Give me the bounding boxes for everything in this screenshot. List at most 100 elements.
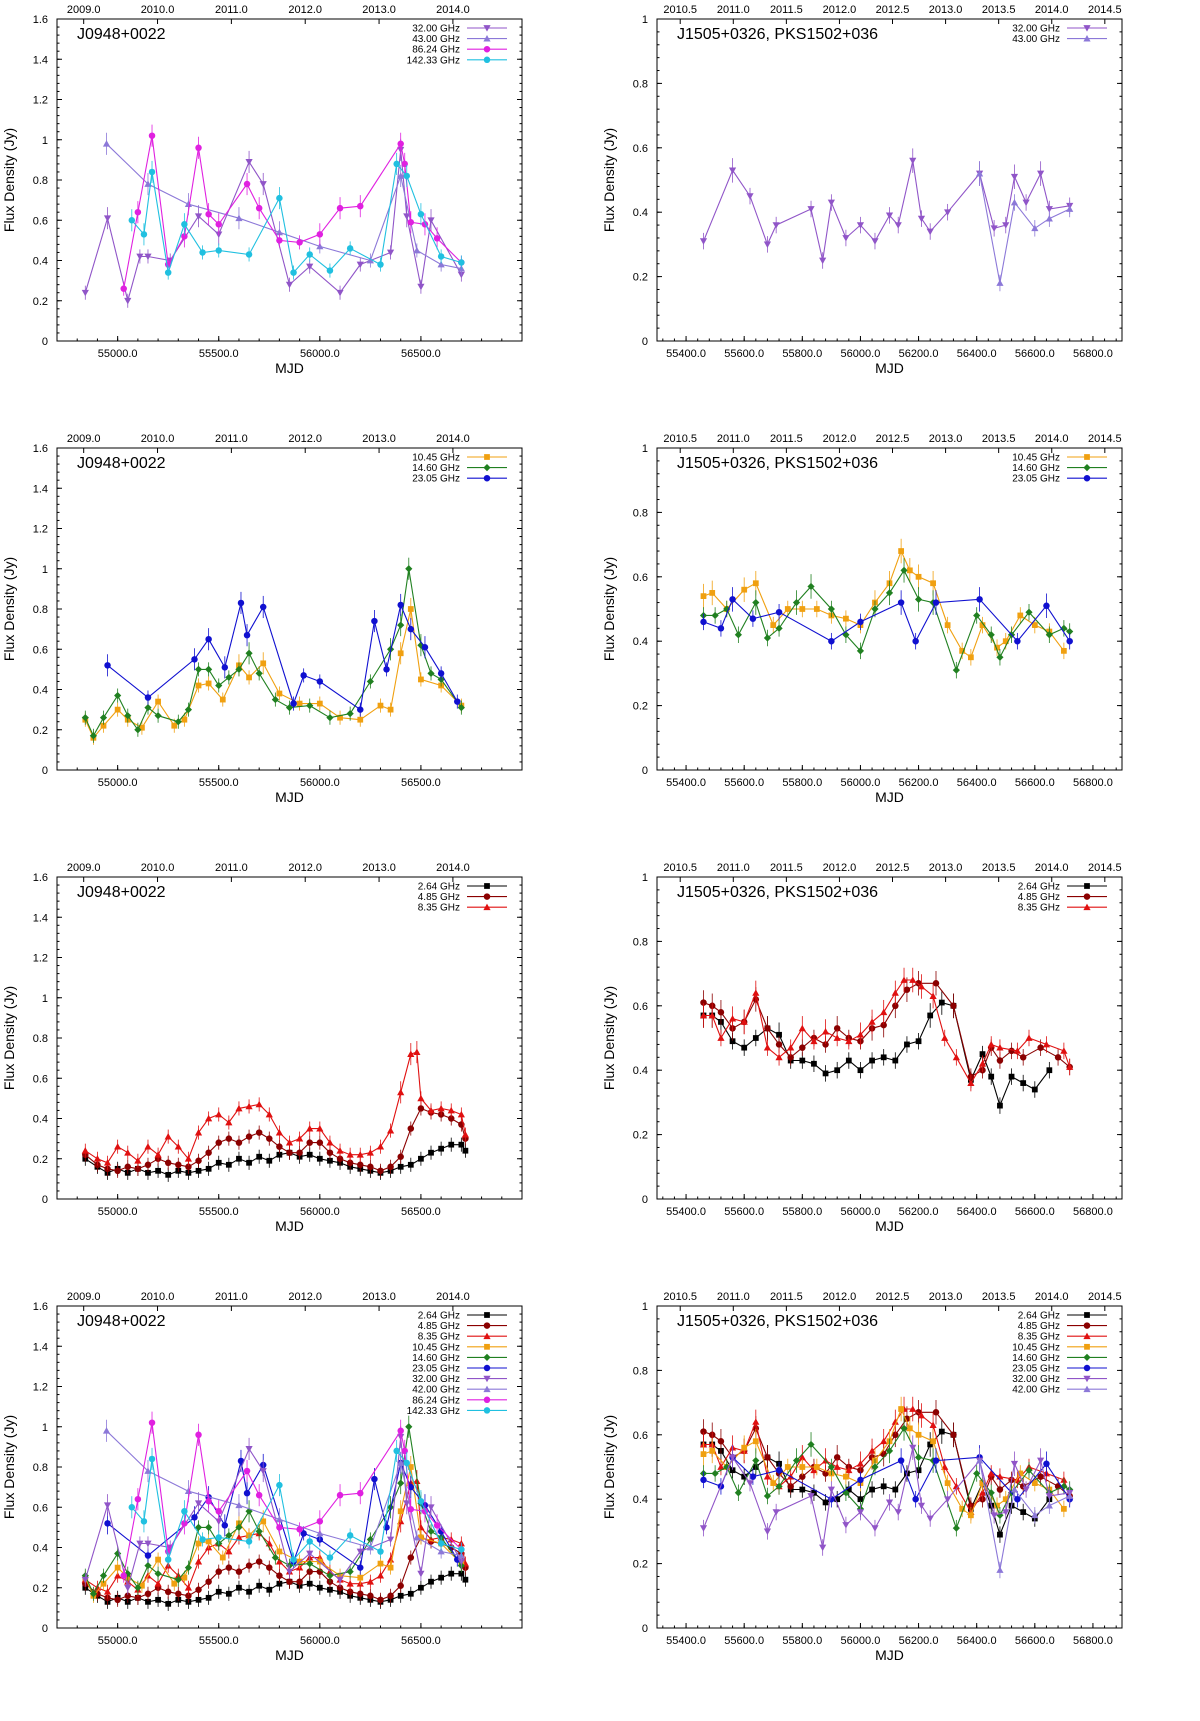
top-tick-label: 2011.0 bbox=[717, 4, 750, 16]
x-tick-label: 56200.0 bbox=[899, 1635, 939, 1647]
data-point bbox=[245, 251, 253, 258]
data-point bbox=[175, 1590, 182, 1598]
legend-marker bbox=[483, 893, 491, 900]
series-2-64-ghz bbox=[700, 990, 1053, 1114]
data-point bbox=[857, 1067, 864, 1074]
data-point bbox=[915, 1431, 922, 1438]
data-point bbox=[134, 208, 142, 216]
data-point bbox=[1045, 215, 1053, 222]
data-point bbox=[114, 706, 121, 713]
data-point bbox=[296, 1578, 303, 1585]
y-tick-label: 0.8 bbox=[33, 1033, 48, 1045]
data-point bbox=[140, 231, 148, 238]
data-point bbox=[255, 1100, 263, 1108]
data-point bbox=[336, 289, 344, 297]
data-point bbox=[243, 180, 251, 188]
x-axis-label: MJD bbox=[275, 1218, 304, 1234]
data-point bbox=[457, 704, 465, 712]
data-point bbox=[997, 1531, 1003, 1538]
data-point bbox=[171, 1580, 178, 1587]
data-point bbox=[171, 722, 178, 729]
data-point bbox=[792, 598, 801, 607]
data-point bbox=[403, 213, 411, 220]
data-point bbox=[868, 1018, 876, 1025]
data-point bbox=[154, 1580, 162, 1587]
data-point bbox=[952, 1482, 960, 1490]
data-point bbox=[894, 1509, 902, 1516]
data-point bbox=[275, 1515, 283, 1523]
data-point bbox=[235, 1501, 243, 1509]
data-point bbox=[979, 1480, 986, 1486]
data-point bbox=[944, 1496, 952, 1503]
data-point bbox=[1008, 1073, 1015, 1080]
data-point bbox=[927, 1441, 934, 1448]
data-point bbox=[174, 1576, 182, 1584]
data-point bbox=[235, 665, 243, 673]
y-tick-label: 0.2 bbox=[33, 296, 48, 308]
data-point bbox=[387, 1163, 394, 1171]
x-tick-label: 55400.0 bbox=[666, 777, 706, 789]
y-tick-label: 0.8 bbox=[33, 604, 48, 616]
data-point bbox=[1017, 1470, 1024, 1477]
x-tick-label: 56400.0 bbox=[957, 777, 997, 789]
data-point bbox=[741, 586, 748, 593]
data-point bbox=[397, 172, 405, 179]
data-point bbox=[1031, 1511, 1039, 1519]
data-point bbox=[271, 695, 279, 704]
data-point bbox=[194, 213, 203, 220]
legend-marker bbox=[483, 25, 491, 32]
top-tick-label: 2012.0 bbox=[823, 1291, 857, 1303]
series-42-00-ghz bbox=[975, 1448, 1074, 1579]
y-tick-label: 1.4 bbox=[33, 483, 48, 495]
x-tick-label: 55000.0 bbox=[98, 348, 138, 360]
data-point bbox=[296, 1135, 304, 1142]
data-point bbox=[457, 1110, 465, 1118]
data-point bbox=[833, 1034, 841, 1041]
plot-area bbox=[699, 538, 1074, 679]
series-line-10-45-ghz bbox=[84, 608, 462, 739]
y-tick-label: 0.4 bbox=[33, 1114, 48, 1126]
legend-label: 14.60 GHz bbox=[412, 1353, 460, 1364]
data-point bbox=[155, 1556, 161, 1563]
data-point bbox=[709, 1448, 716, 1454]
y-tick-label: 0 bbox=[42, 1623, 48, 1635]
data-point bbox=[990, 1512, 998, 1519]
data-point bbox=[276, 1548, 283, 1555]
data-point bbox=[996, 279, 1004, 286]
legend-label: 4.85 GHz bbox=[1018, 1321, 1060, 1332]
y-tick-label: 0 bbox=[642, 765, 648, 777]
data-point bbox=[259, 603, 267, 611]
data-point bbox=[458, 259, 465, 266]
data-point bbox=[717, 1438, 725, 1445]
data-point bbox=[437, 670, 445, 677]
data-point bbox=[194, 1500, 203, 1507]
data-point bbox=[136, 253, 144, 261]
data-point bbox=[306, 1550, 314, 1558]
data-point bbox=[215, 1568, 222, 1575]
data-point bbox=[799, 1044, 806, 1051]
data-point bbox=[447, 1106, 455, 1114]
data-point bbox=[199, 1536, 206, 1543]
data-point bbox=[437, 1104, 445, 1112]
data-point bbox=[366, 1543, 374, 1551]
data-point bbox=[296, 239, 303, 246]
data-point bbox=[833, 1025, 841, 1032]
data-point bbox=[205, 1594, 212, 1601]
series-142-33-ghz bbox=[128, 152, 465, 280]
data-point bbox=[926, 228, 934, 236]
x-tick-label: 56800.0 bbox=[1073, 348, 1113, 360]
plot-frame bbox=[656, 876, 1123, 1200]
y-tick-label: 1 bbox=[42, 135, 48, 147]
data-point bbox=[428, 1578, 434, 1585]
data-point bbox=[215, 1139, 222, 1146]
top-tick-label: 2012.0 bbox=[823, 862, 857, 874]
data-point bbox=[1002, 1496, 1009, 1503]
data-point bbox=[903, 986, 911, 993]
data-point bbox=[326, 714, 334, 722]
data-point bbox=[1043, 1460, 1050, 1468]
data-point bbox=[728, 167, 737, 174]
data-point bbox=[1037, 170, 1045, 178]
x-tick-label: 55500.0 bbox=[199, 1206, 239, 1218]
data-point bbox=[165, 1171, 172, 1178]
